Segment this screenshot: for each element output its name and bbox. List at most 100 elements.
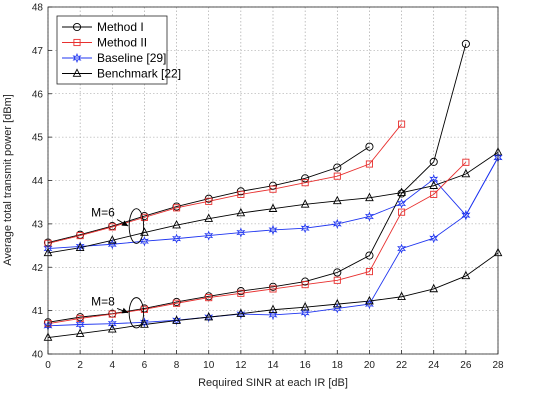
x-tick-label: 10 [203, 360, 215, 371]
legend-label: Baseline [29] [97, 51, 166, 65]
legend-marker [72, 52, 82, 64]
data-point-star [364, 211, 374, 222]
y-tick-label: 44 [32, 176, 44, 187]
data-point-star [172, 315, 182, 326]
data-point-triangle [300, 199, 310, 208]
data-point-square [333, 276, 341, 284]
data-point-star [268, 224, 278, 236]
data-point-circle [429, 157, 438, 166]
data-point-square [140, 213, 148, 221]
series-line-6 [47, 157, 499, 327]
data-point-triangle [107, 235, 117, 244]
data-point-star [236, 227, 246, 238]
data-point-square [333, 172, 341, 180]
series-line-5 [47, 161, 467, 325]
data-point-square [205, 294, 213, 302]
annotations: M=6 M=8 [91, 206, 145, 329]
data-point-triangle [429, 180, 439, 189]
data-point-circle [365, 142, 374, 151]
data-point-square [398, 120, 406, 128]
data-point-triangle [75, 242, 85, 251]
x-axis-title: Required SINR at each IR [dB] [198, 377, 348, 389]
series-line-7 [47, 252, 499, 338]
data-point-star [429, 174, 439, 185]
data-point-square [237, 190, 245, 198]
x-tick-label: 4 [110, 360, 116, 371]
data-point-square [108, 310, 116, 318]
y-tick-label: 40 [32, 350, 44, 361]
data-point-triangle [268, 304, 278, 314]
legend-marker [73, 38, 81, 47]
legend-marker [72, 68, 82, 77]
x-tick-label: 2 [77, 360, 83, 371]
data-point-circle [461, 39, 470, 48]
x-tick-label: 18 [332, 360, 344, 371]
data-point-square [269, 185, 277, 193]
data-point-triangle [140, 319, 149, 328]
data-point-circle [268, 181, 278, 190]
x-tick-label: 28 [492, 360, 504, 371]
data-point-star [236, 308, 246, 320]
data-point-star [364, 298, 374, 310]
data-point-star [204, 230, 214, 241]
x-tick-label: 8 [174, 360, 180, 371]
data-point-circle [172, 297, 181, 307]
data-point-circle [365, 251, 374, 260]
data-point-triangle [300, 301, 310, 311]
data-point-circle [236, 287, 245, 296]
data-point-star [300, 307, 310, 318]
data-point-square [462, 158, 470, 166]
y-axis-title: Average total transmit power [dBm] [2, 94, 14, 266]
data-point-circle [140, 212, 149, 221]
data-point-square [173, 204, 181, 212]
data-point-triangle [365, 295, 374, 305]
data-point-triangle [332, 298, 342, 308]
y-tick-label: 41 [32, 306, 44, 317]
series-line-1 [47, 123, 402, 244]
data-point-circle [301, 277, 310, 286]
data-point-triangle [461, 270, 471, 280]
x-tick-label: 14 [267, 360, 279, 371]
data-point-square [269, 285, 277, 293]
data-point-circle [204, 194, 213, 203]
series-lines [47, 43, 499, 338]
data-point-triangle [75, 328, 85, 337]
data-point-triangle [332, 195, 342, 205]
legend-label: Method II [97, 36, 147, 50]
data-point-triangle [397, 187, 406, 196]
data-point-square [76, 232, 84, 240]
y-tick-label: 48 [32, 3, 44, 14]
y-tick-label: 43 [32, 219, 44, 230]
x-tick-label: 20 [364, 360, 376, 371]
legend-label: Benchmark [22] [97, 67, 181, 81]
series-line-4 [47, 43, 467, 323]
annotation-arrow-head [121, 307, 129, 314]
data-point-circle [333, 268, 342, 277]
data-point-circle [204, 292, 213, 301]
data-point-square [237, 289, 245, 297]
data-point-star [300, 223, 310, 234]
data-point-circle [236, 187, 245, 196]
data-point-circle [397, 189, 406, 198]
x-tick-label: 16 [300, 360, 312, 371]
data-point-square [140, 305, 148, 313]
y-tick-label: 45 [32, 133, 44, 144]
annotation-label: M=8 [91, 294, 115, 308]
data-point-circle [172, 202, 181, 211]
data-point-square [301, 281, 309, 289]
annotation-arrow-head [121, 220, 129, 227]
data-point-star [332, 218, 342, 230]
series-markers [43, 39, 503, 341]
x-tick-label: 26 [460, 360, 472, 371]
x-tick-label: 0 [45, 360, 51, 371]
y-tick-label: 47 [32, 46, 44, 57]
data-point-triangle [172, 219, 181, 229]
data-point-triangle [461, 168, 471, 178]
data-point-square [108, 223, 116, 231]
data-point-square [205, 197, 213, 205]
data-point-triangle [204, 213, 214, 222]
data-point-circle [333, 163, 342, 172]
x-tick-label: 6 [142, 360, 148, 371]
